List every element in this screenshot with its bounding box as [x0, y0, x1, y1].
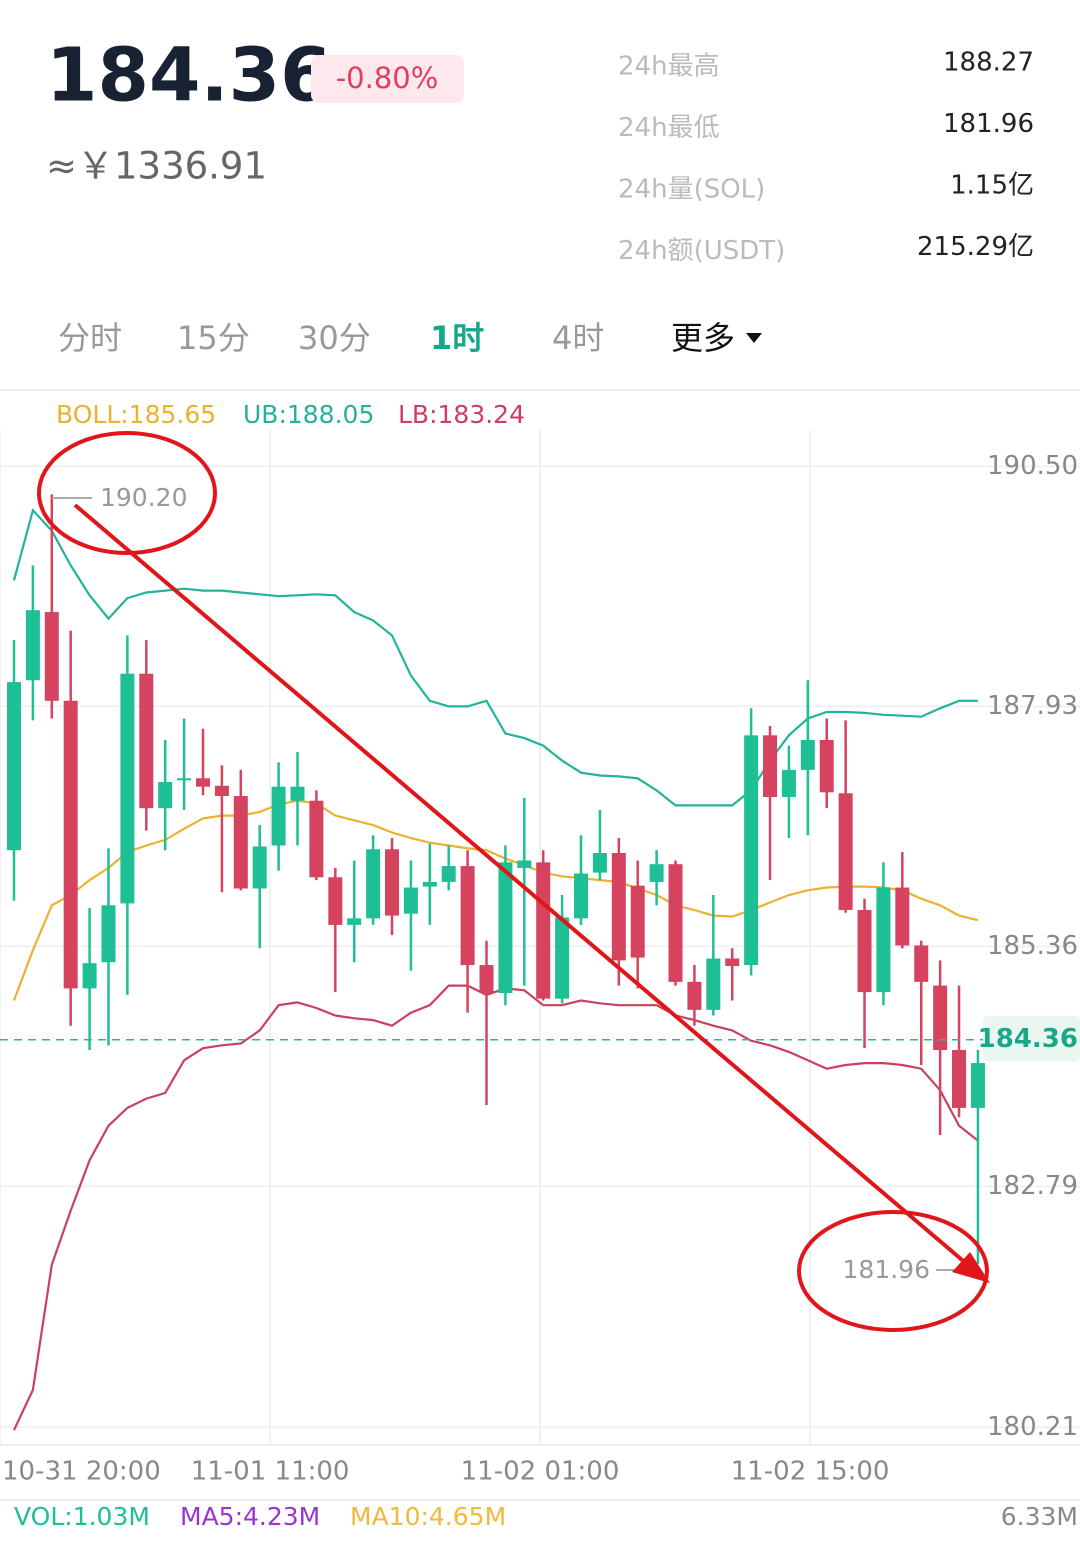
candle-body: [687, 981, 702, 1010]
candle-body: [158, 782, 173, 809]
band-line: [12, 799, 979, 1001]
candle-body: [25, 610, 40, 681]
candle-body: [6, 682, 21, 851]
candle-body: [611, 852, 626, 961]
annotation-arrow: [73, 503, 970, 1267]
x-tick-label: 10-31 20:00: [2, 1457, 161, 1487]
candle-body: [366, 849, 381, 919]
band-line: [13, 984, 979, 1431]
candle-body: [347, 918, 362, 925]
candle-body: [725, 958, 740, 966]
change-badge: [311, 55, 464, 103]
candle-body: [479, 965, 494, 994]
legend-entry: UB:188.05: [243, 400, 374, 429]
y-tick-label: 182.79: [987, 1171, 1078, 1201]
stat-label: 24h额(USDT): [618, 236, 785, 266]
candle-body: [233, 796, 248, 889]
candle-body: [44, 612, 59, 701]
stat-value: 215.29亿: [917, 232, 1034, 262]
annotation-circle: [37, 431, 217, 555]
candle-body: [498, 862, 513, 994]
candle-body: [819, 740, 834, 793]
min-label: 181.96: [843, 1255, 930, 1284]
candle-body: [328, 877, 343, 925]
candle-body: [876, 887, 891, 993]
candle-body: [403, 887, 418, 914]
candle-body: [555, 917, 570, 999]
stat-value: 181.96: [943, 109, 1034, 139]
candle-body: [781, 769, 796, 797]
annotation-circle: [797, 1210, 989, 1332]
tab[interactable]: 分时: [58, 319, 122, 357]
candle-body: [120, 673, 135, 904]
candle-body: [952, 1050, 967, 1108]
y-tick-label: 180.21: [987, 1412, 1078, 1442]
candle-body: [649, 864, 664, 882]
candle-body: [895, 887, 910, 946]
tab[interactable]: 15分: [177, 319, 250, 357]
candle-body: [385, 849, 400, 916]
x-tick-label: 11-02 15:00: [731, 1457, 890, 1487]
candle-body: [970, 1063, 985, 1108]
volume-legend: MA10:4.65M: [350, 1502, 506, 1531]
candle-body: [744, 735, 759, 966]
tab[interactable]: 1时: [430, 319, 484, 357]
candle-body: [800, 740, 815, 770]
stat-label: 24h量(SOL): [618, 175, 765, 205]
candle-body: [857, 909, 872, 993]
y-tick-label: 185.36: [987, 931, 1078, 961]
candle-body: [914, 945, 929, 982]
legend-entry: LB:183.24: [398, 400, 525, 429]
candle-body: [195, 778, 210, 787]
candle-body: [630, 885, 645, 958]
stat-value: 188.27: [943, 48, 1034, 78]
tab[interactable]: 4时: [552, 319, 604, 357]
dropdown-caret: [746, 333, 762, 343]
stat-label: 24h最高: [618, 52, 720, 82]
candle-body: [290, 786, 305, 801]
arrow-head: [952, 1252, 990, 1283]
candle-body: [214, 785, 229, 797]
candle-body: [177, 778, 192, 781]
candle-body: [592, 852, 607, 873]
candle-body: [441, 866, 456, 882]
candle-body: [517, 860, 532, 868]
price: 184.36: [46, 33, 332, 119]
candle-body: [706, 958, 721, 1010]
x-tick-label: 11-02 01:00: [461, 1457, 620, 1487]
volume-axis-label: 6.33M: [1001, 1502, 1078, 1531]
stat-value: 1.15亿: [950, 171, 1034, 201]
y-tick-label: 187.93: [987, 691, 1078, 721]
stat-label: 24h最低: [618, 113, 720, 143]
tab[interactable]: 更多: [671, 319, 735, 357]
max-label: 190.20: [100, 483, 187, 512]
candle-body: [574, 873, 589, 919]
candle-body: [63, 700, 78, 989]
candle-body: [271, 786, 286, 846]
last-price-badge: [983, 1015, 1080, 1062]
y-tick-label: 190.50: [987, 451, 1078, 481]
tab[interactable]: 30分: [298, 319, 371, 357]
candle-body: [536, 862, 551, 999]
candle-body: [838, 793, 853, 910]
candle-body: [933, 985, 948, 1051]
candle-body: [763, 735, 778, 797]
candle-body: [460, 866, 475, 966]
candle-body: [139, 673, 154, 809]
candle-body: [309, 800, 324, 878]
change: -0.80%: [336, 61, 439, 95]
candle-body: [668, 864, 683, 982]
candle-body: [252, 846, 267, 889]
last-price-label: 184.36: [978, 1024, 1078, 1054]
candle-body: [82, 963, 97, 989]
candle-body: [422, 881, 437, 887]
legend-entry: BOLL:185.65: [56, 400, 216, 429]
cny-price: ≈￥1336.91: [46, 145, 267, 188]
candle-body: [101, 905, 116, 963]
volume-legend: VOL:1.03M: [14, 1502, 150, 1531]
volume-legend: MA5:4.23M: [180, 1502, 320, 1531]
x-tick-label: 11-01 11:00: [191, 1457, 350, 1487]
